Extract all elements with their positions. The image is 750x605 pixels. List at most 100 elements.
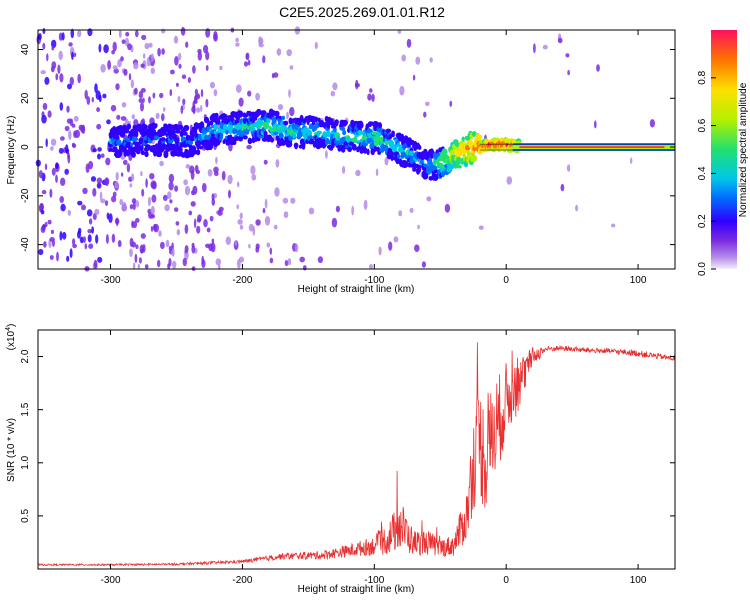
spectrogram-cell bbox=[111, 195, 117, 203]
spectrogram-cell bbox=[96, 123, 102, 130]
spectrogram-cell bbox=[157, 259, 161, 268]
spectrogram-cell bbox=[204, 134, 209, 140]
spectrogram-cell bbox=[60, 136, 65, 141]
spectrogram-cell bbox=[38, 248, 44, 256]
spectrogram-cell bbox=[248, 223, 254, 232]
spectrogram-cell bbox=[147, 196, 151, 207]
spectrogram-cell bbox=[123, 68, 128, 76]
spectrogram-cell bbox=[342, 165, 346, 174]
spectrogram-cell bbox=[287, 258, 292, 266]
spectrogram-cell bbox=[161, 48, 165, 55]
spectrogram-cell bbox=[38, 203, 43, 213]
spectrogram-cell bbox=[277, 104, 284, 111]
spectrogram-cell bbox=[373, 145, 378, 152]
spectrogram-cell bbox=[132, 137, 139, 142]
spectrogram-cell bbox=[120, 56, 124, 62]
spectrogram-cell bbox=[355, 169, 361, 177]
spectrogram-cell bbox=[293, 142, 299, 149]
x-tick-label: 0 bbox=[503, 275, 509, 286]
spectrogram-cell bbox=[81, 204, 86, 211]
spectrogram-cell bbox=[59, 102, 64, 111]
spectrogram-cell bbox=[202, 182, 207, 193]
spectrogram-cell bbox=[478, 225, 484, 230]
spectrogram-cell bbox=[123, 159, 128, 166]
spectrogram-cell bbox=[359, 121, 364, 129]
spectrogram-cell bbox=[314, 122, 320, 129]
spectrogram-cell bbox=[211, 193, 215, 201]
spectrogram-cell bbox=[289, 106, 295, 117]
spectrogram-cell bbox=[51, 39, 57, 49]
spectrogram-cell bbox=[560, 183, 565, 192]
spectrogram-cell bbox=[79, 236, 84, 244]
spectrogram-cell bbox=[67, 83, 72, 90]
spectrogram-cell bbox=[100, 64, 106, 73]
spectrogram-cell bbox=[219, 65, 223, 71]
spectrogram-cell bbox=[92, 148, 97, 153]
spectrogram-cell bbox=[126, 163, 131, 173]
spectrogram-cell bbox=[42, 28, 46, 34]
spectrogram-cell bbox=[331, 217, 338, 228]
spectrogram-cell bbox=[178, 124, 184, 130]
spectrogram-cell bbox=[335, 205, 340, 213]
spectrogram-cell bbox=[144, 42, 150, 50]
spectrogram-cell bbox=[49, 188, 53, 198]
spectrogram-cell bbox=[249, 138, 253, 144]
spectrogram-cell bbox=[376, 146, 380, 153]
spectrogram-cell bbox=[161, 28, 166, 34]
spectrogram-cell bbox=[213, 33, 218, 42]
spectrogram-cell bbox=[353, 136, 357, 141]
spectrogram-cell bbox=[77, 30, 82, 38]
spectrogram-cell bbox=[213, 123, 219, 131]
spectrogram-cell bbox=[127, 123, 131, 130]
spectrogram-cell bbox=[406, 38, 412, 48]
spectrogram-cell bbox=[288, 89, 291, 98]
spectrogram-cell bbox=[227, 174, 233, 185]
spectrogram-cell bbox=[255, 219, 261, 226]
spectrogram-cell bbox=[253, 117, 258, 121]
spectrogram-cell bbox=[284, 260, 289, 267]
spectrogram-cell bbox=[165, 138, 169, 143]
spectrogram-cell bbox=[408, 150, 415, 156]
spectrogram-cell bbox=[59, 231, 63, 241]
spectrogram-cell bbox=[239, 224, 244, 230]
spectrogram-cell bbox=[112, 41, 117, 52]
spectrogram-cell bbox=[129, 204, 134, 210]
spectrogram-cell bbox=[168, 173, 175, 183]
spectrogram-cell bbox=[242, 135, 248, 140]
spectrogram-cell bbox=[283, 211, 289, 219]
spectrogram-cell bbox=[138, 98, 143, 103]
spectrogram-cell bbox=[105, 157, 111, 166]
spectrogram-cell bbox=[238, 97, 244, 107]
spectrogram-cell bbox=[308, 135, 313, 140]
spectrogram-cell bbox=[191, 190, 195, 196]
spectrogram-cell bbox=[391, 130, 395, 136]
spectrogram-cell bbox=[148, 96, 151, 104]
spectrogram-cell bbox=[120, 116, 127, 121]
spectrogram-cell bbox=[113, 68, 119, 74]
spectrogram-cell bbox=[273, 224, 278, 230]
spectrogram-cell bbox=[131, 151, 136, 158]
x-tick-label: 0 bbox=[503, 575, 509, 586]
spectrogram-cell bbox=[94, 83, 98, 93]
spectrogram-cell bbox=[251, 174, 257, 181]
spectrogram-cell bbox=[378, 122, 383, 129]
spectrogram-cell bbox=[134, 87, 138, 95]
colorbar-tick-label: 0.4 bbox=[697, 166, 708, 180]
spectrogram-cell bbox=[289, 65, 294, 70]
spectrogram-cell bbox=[307, 129, 312, 136]
spectrogram-cell bbox=[160, 137, 166, 142]
spectrogram-cell bbox=[301, 142, 306, 150]
spectrogram-cell bbox=[193, 129, 198, 135]
spectrogram-cell bbox=[40, 210, 45, 215]
spectrogram-cell bbox=[190, 201, 196, 207]
spectrogram-cell bbox=[132, 221, 138, 229]
spectrogram-cell bbox=[106, 119, 111, 125]
spectrogram-cell bbox=[414, 244, 420, 252]
spectrogram-cell bbox=[68, 42, 73, 47]
snr-x-axis-label: Height of straight line (km) bbox=[298, 584, 415, 595]
spectrogram-cell bbox=[141, 34, 147, 41]
spectrogram-cell bbox=[71, 123, 76, 128]
spectrogram-cell bbox=[192, 65, 196, 74]
